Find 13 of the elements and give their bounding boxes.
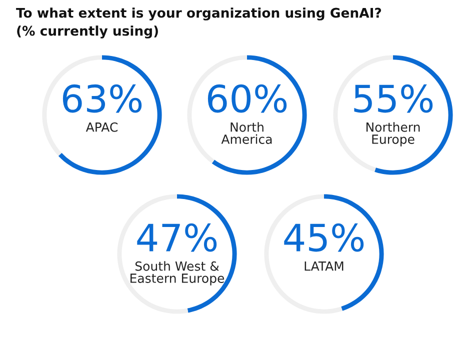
- slice-label: LATAM: [304, 262, 344, 271]
- slice-label: South West & Eastern Europe: [130, 261, 224, 286]
- text: To what extent is your organization using GenAI?: [16, 8, 382, 20]
- slice-label: APAC: [86, 122, 118, 132]
- data-label: 55%: [354, 84, 433, 113]
- data-label: 47%: [137, 223, 217, 252]
- slice-label: North America: [221, 122, 272, 144]
- slice-label: Northern Europe: [366, 122, 420, 146]
- chart-subtitle: (% currently using): [17, 26, 158, 38]
- data-label: 45%: [284, 223, 364, 252]
- data-label: 63%: [62, 84, 142, 113]
- donut-slice: [58, 55, 162, 175]
- data-label: 60%: [208, 84, 287, 113]
